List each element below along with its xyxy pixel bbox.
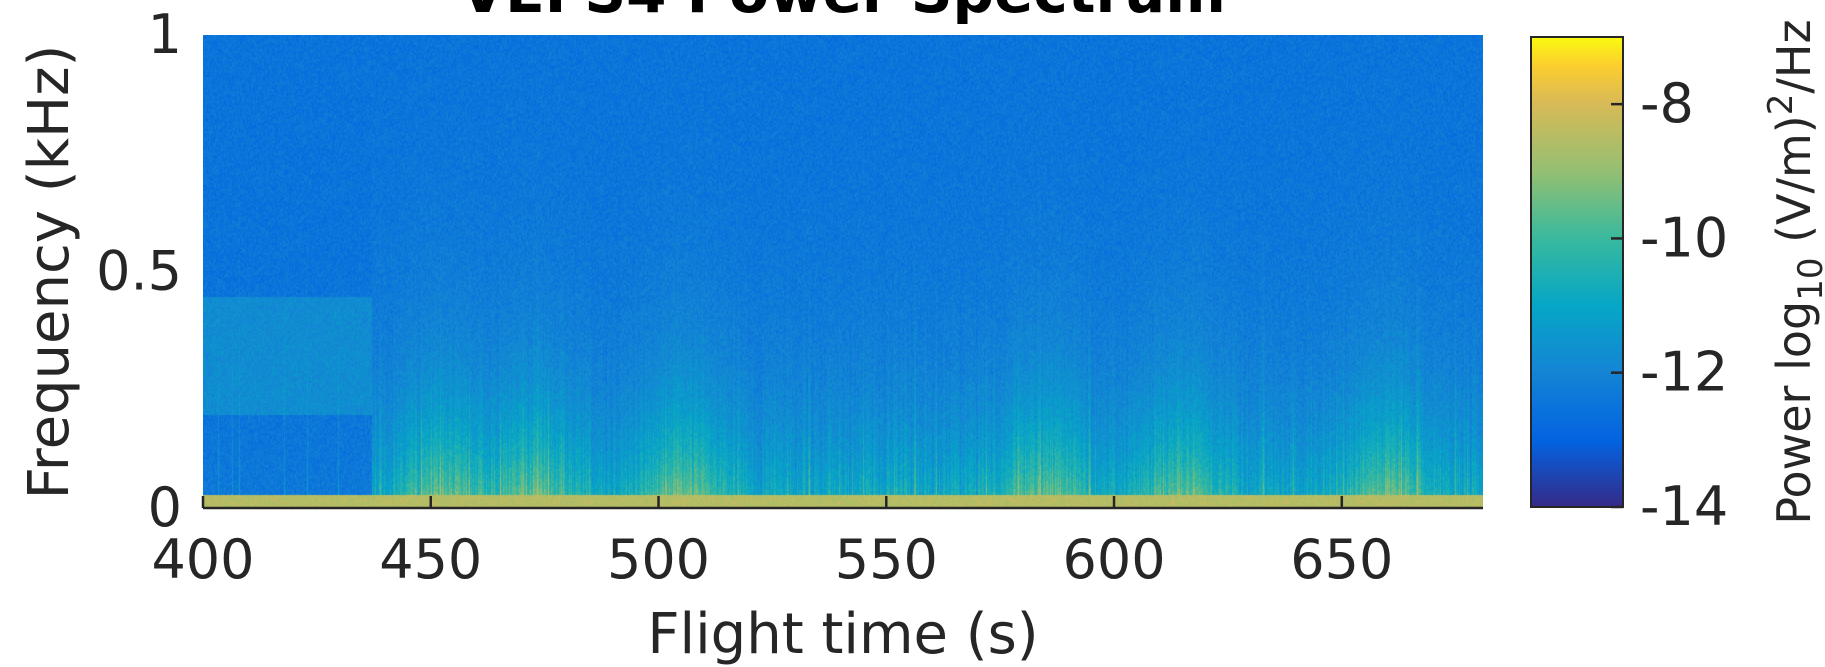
chart-title: VEFS4 Power Spectrum <box>460 0 1226 26</box>
x-axis-ticks: 400 450 500 550 600 650 <box>151 496 1393 591</box>
colorbar-tick-label: -10 <box>1640 206 1728 269</box>
colorbar <box>1530 36 1624 508</box>
x-tick-label: 550 <box>835 528 938 591</box>
x-tick-label: 650 <box>1290 528 1393 591</box>
y-tick-label: 0.5 <box>96 240 182 303</box>
x-tick-label: 600 <box>1062 528 1165 591</box>
colorbar-title: Power log10 (V/m)2/Hz <box>1761 19 1825 524</box>
x-tick-label: 500 <box>607 528 710 591</box>
x-tick-label: 450 <box>379 528 482 591</box>
x-tick-label: 400 <box>151 528 254 591</box>
colorbar-ticks: -14 -12 -10 -8 <box>1611 72 1728 538</box>
spectrogram-image <box>203 35 1483 508</box>
colorbar-tick-label: -8 <box>1640 72 1694 135</box>
colorbar-tick-label: -14 <box>1640 475 1728 538</box>
y-tick-label: 1 <box>148 3 182 66</box>
colorbar-tick-label: -12 <box>1640 341 1728 404</box>
spectrogram-plot-area <box>203 35 1483 508</box>
y-axis-title: Frequency (kHz) <box>17 45 82 500</box>
x-axis-title: Flight time (s) <box>647 602 1038 667</box>
y-axis-ticks: 00.51 <box>96 3 182 539</box>
y-tick-label: 0 <box>148 476 182 539</box>
